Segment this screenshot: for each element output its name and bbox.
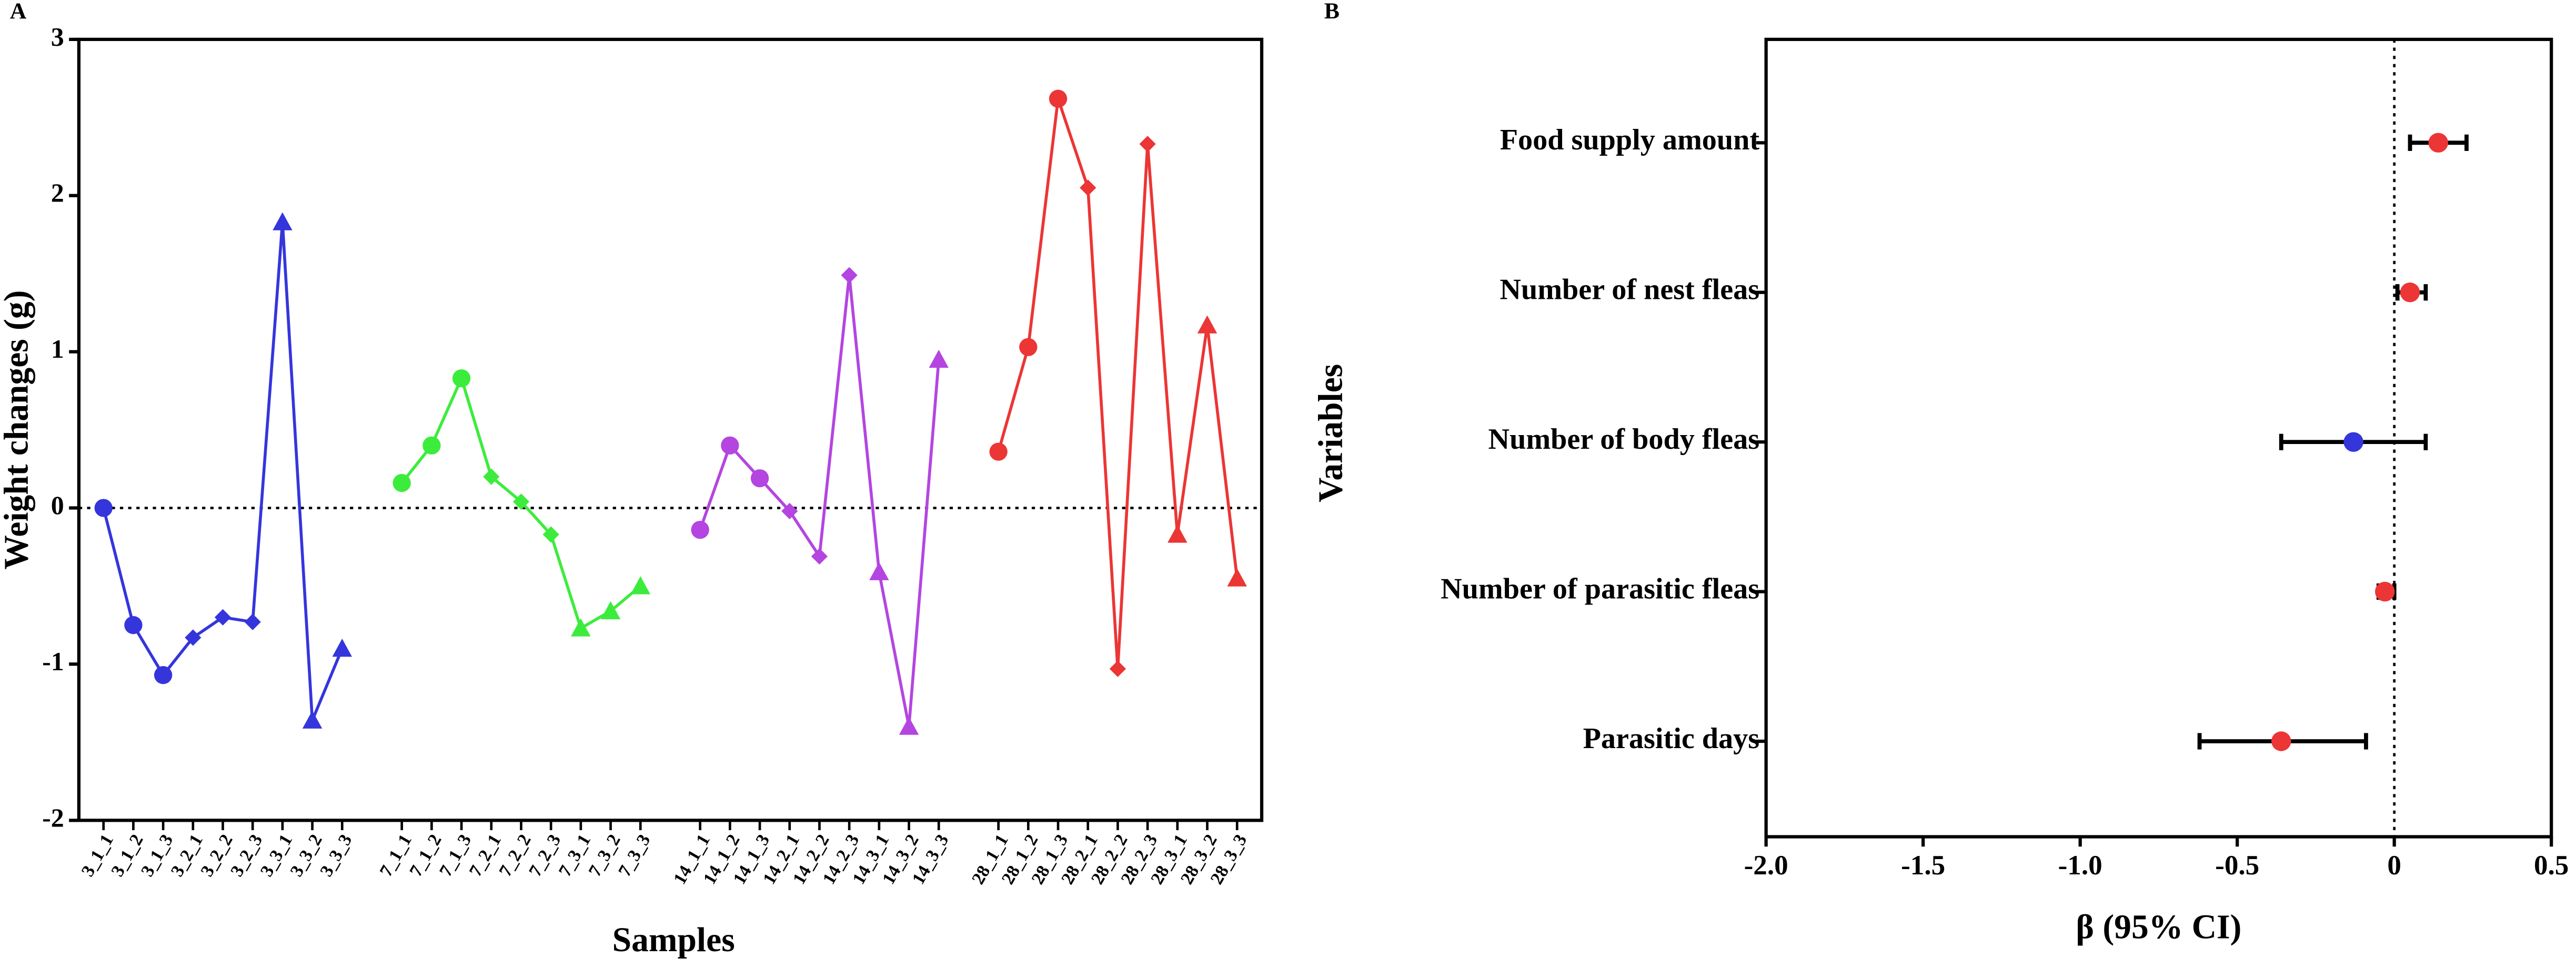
- y-tick-label: Number of nest fleas: [1500, 274, 1759, 306]
- point: [600, 601, 621, 620]
- point: [154, 666, 173, 684]
- y-tick-label: Parasitic days: [1583, 722, 1760, 755]
- point: [1227, 568, 1247, 587]
- point: [214, 609, 232, 626]
- y-tick-label: 0: [51, 491, 64, 520]
- point: [989, 442, 1008, 461]
- point: [483, 468, 500, 485]
- point: [452, 369, 471, 388]
- point: [811, 548, 828, 565]
- point: [302, 710, 323, 729]
- point: [2428, 133, 2448, 153]
- plot-frame: [77, 37, 1264, 822]
- point: [542, 526, 559, 543]
- panel-label: A: [10, 0, 27, 24]
- point: [393, 473, 411, 492]
- plot-frame: [1764, 37, 2553, 839]
- point: [1168, 525, 1188, 543]
- y-tick-label: 2: [51, 178, 64, 207]
- point: [2343, 432, 2363, 452]
- series-line: [102, 222, 344, 721]
- y-tick-label: -1: [42, 647, 64, 676]
- y-tick-label: -2: [42, 803, 64, 832]
- point: [1019, 338, 1038, 356]
- series-line: [699, 275, 941, 727]
- y-tick-label: 3: [51, 22, 64, 51]
- x-tick-label: -1.5: [1901, 850, 1945, 881]
- point: [630, 576, 650, 594]
- point: [2375, 581, 2395, 602]
- point: [2271, 731, 2291, 751]
- point: [1080, 179, 1096, 196]
- point: [899, 717, 919, 735]
- x-axis-label: β (95% CI): [2076, 908, 2241, 946]
- point: [244, 613, 261, 630]
- y-axis-label: Weight changes (g): [0, 290, 36, 570]
- point: [1049, 89, 1068, 108]
- point: [273, 212, 293, 230]
- point: [929, 349, 949, 368]
- point: [750, 469, 769, 488]
- point: [124, 616, 143, 634]
- point: [841, 267, 858, 284]
- point: [1109, 660, 1126, 677]
- series-line: [997, 98, 1239, 669]
- point: [422, 436, 441, 455]
- y-tick-label: 1: [51, 335, 64, 364]
- y-tick-label: Food supply amount: [1500, 124, 1760, 156]
- point: [691, 520, 709, 539]
- y-tick-label: Number of body fleas: [1488, 423, 1760, 456]
- point: [869, 562, 889, 580]
- x-tick-label: -0.5: [2215, 850, 2259, 881]
- point: [185, 629, 202, 646]
- point: [781, 502, 798, 520]
- x-tick-label: 0: [2387, 850, 2401, 881]
- y-axis-label: Variables: [1312, 364, 1350, 502]
- point: [1197, 315, 1217, 334]
- point: [721, 436, 739, 455]
- x-axis-label: Samples: [612, 921, 735, 959]
- point: [94, 499, 113, 517]
- point: [332, 639, 353, 657]
- x-tick-label: -1.0: [2058, 850, 2102, 881]
- point: [1139, 136, 1156, 153]
- x-tick-label: -2.0: [1744, 850, 1788, 881]
- point: [571, 618, 591, 637]
- x-tick-label: 0.5: [2534, 850, 2569, 881]
- point: [2400, 283, 2420, 302]
- panel-label: B: [1324, 0, 1340, 24]
- y-tick-label: Number of parasitic fleas: [1441, 572, 1759, 605]
